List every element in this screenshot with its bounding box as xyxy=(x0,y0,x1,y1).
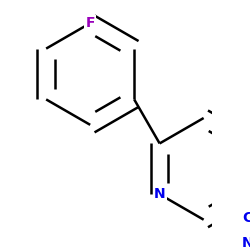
Text: C: C xyxy=(242,212,250,226)
Text: N: N xyxy=(154,187,166,201)
Text: F: F xyxy=(86,16,95,30)
Text: N: N xyxy=(242,236,250,250)
